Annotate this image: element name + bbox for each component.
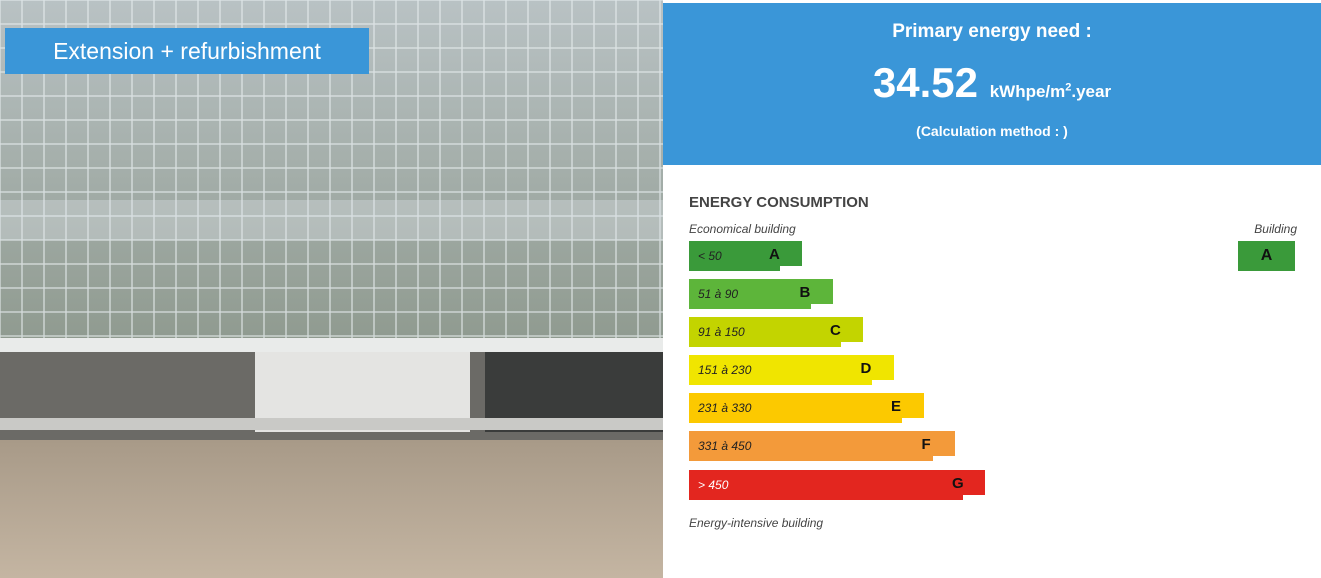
class-row: 231 à 330 E — [689, 393, 924, 423]
building-class: A — [1238, 241, 1295, 271]
class-letter: D — [861, 360, 872, 377]
class-letter: G — [952, 475, 964, 492]
energy-need-value-line: 34.52 kWhpe/m2.year — [663, 59, 1321, 107]
class-range: 51 à 90 — [698, 287, 738, 301]
building-photo — [0, 0, 663, 578]
energy-need-value: 34.52 — [873, 59, 978, 106]
class-letter: A — [769, 246, 780, 263]
class-bar-tip — [841, 317, 863, 342]
consumption-title: ENERGY CONSUMPTION — [689, 194, 869, 211]
class-letter: E — [891, 398, 901, 415]
class-letter: C — [830, 322, 841, 339]
class-bar-tip — [933, 431, 955, 456]
energy-need-title: Primary energy need : — [663, 21, 1321, 43]
class-row: > 450 G — [689, 470, 985, 500]
class-bar-tip — [872, 355, 894, 380]
class-bar — [689, 470, 963, 500]
class-row: 151 à 230 D — [689, 355, 894, 385]
photo-caption: Extension + refurbishment — [5, 28, 369, 74]
calc-method: (Calculation method : ) — [663, 123, 1321, 139]
class-row: 51 à 90 B — [689, 279, 833, 309]
class-bar-tip — [811, 279, 833, 304]
class-range: > 450 — [698, 478, 728, 492]
top-label: Economical building — [689, 222, 796, 236]
class-range: 151 à 230 — [698, 363, 751, 377]
unit: kWhpe/m — [990, 82, 1066, 101]
class-range: < 50 — [698, 249, 722, 263]
class-range: 231 à 330 — [698, 401, 751, 415]
class-row: 91 à 150 C — [689, 317, 863, 347]
energy-need-panel: Primary energy need : 34.52 kWhpe/m2.yea… — [663, 3, 1321, 165]
energy-unit: kWhpe/m2.year — [990, 82, 1111, 101]
class-row: 331 à 450 F — [689, 431, 955, 461]
class-row: < 50 A — [689, 241, 802, 271]
page: Extension + refurbishment Primary energy… — [0, 0, 1321, 578]
building-label: Building — [1254, 222, 1297, 236]
bottom-label: Energy-intensive building — [689, 516, 823, 530]
class-letter: F — [922, 436, 931, 453]
class-range: 331 à 450 — [698, 439, 751, 453]
class-bar-tip — [963, 470, 985, 495]
class-letter: B — [800, 284, 811, 301]
unit-suffix: .year — [1071, 82, 1111, 101]
class-bar-tip — [780, 241, 802, 266]
class-range: 91 à 150 — [698, 325, 745, 339]
class-bar-tip — [902, 393, 924, 418]
